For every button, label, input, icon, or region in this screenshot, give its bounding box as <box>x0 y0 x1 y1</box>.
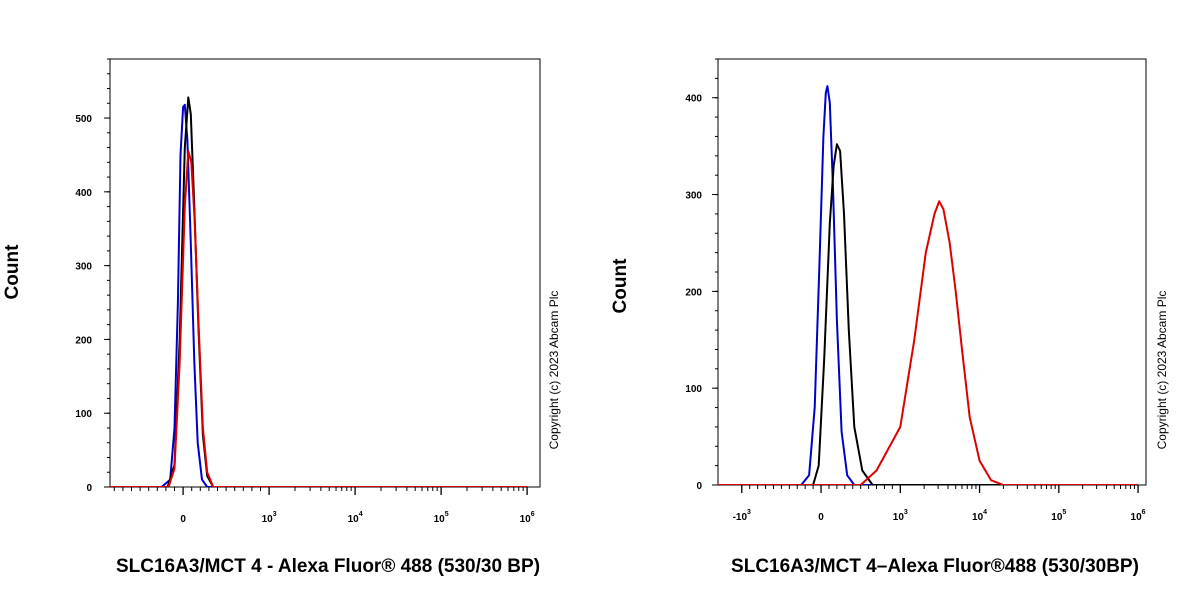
x-axis-label: SLC16A3/MCT 4–Alexa Fluor®488 (530/30BP) <box>731 556 1139 577</box>
x-tick-label: -103 <box>733 509 751 523</box>
series-line-3 <box>110 150 528 487</box>
x-tick-label: 103 <box>893 509 908 523</box>
series-line-3 <box>718 200 1139 485</box>
x-tick-label: 104 <box>348 511 363 525</box>
x-tick-label: 106 <box>520 511 535 525</box>
x-tick-base: 10 <box>1051 512 1063 523</box>
y-tick-label: 200 <box>685 287 702 298</box>
y-tick-label: 300 <box>685 191 702 202</box>
y-tick-label: 0 <box>696 481 702 492</box>
x-tick-exponent: 3 <box>747 509 751 516</box>
x-tick-label: 105 <box>1051 509 1066 523</box>
x-tick-label: 0 <box>180 514 186 525</box>
y-tick-label: 400 <box>685 94 702 105</box>
y-axis-label: Count <box>610 258 631 314</box>
x-tick-label: 105 <box>434 511 449 525</box>
x-tick-base: 10 <box>893 512 905 523</box>
y-tick-label: 100 <box>75 409 92 420</box>
x-tick-exponent: 4 <box>983 509 987 516</box>
x-tick-base: 10 <box>972 512 984 523</box>
x-tick-base: 0 <box>818 512 824 523</box>
x-tick-exponent: 6 <box>1142 509 1146 516</box>
series-line-2 <box>110 96 528 487</box>
y-tick-label: 200 <box>75 335 92 346</box>
y-tick-label: 400 <box>75 188 92 199</box>
plot-frame <box>717 58 1147 486</box>
y-tick-label: 0 <box>86 483 92 494</box>
series-line-1 <box>718 85 1139 485</box>
x-axis-label: SLC16A3/MCT 4 - Alexa Fluor® 488 (530/30… <box>116 556 540 577</box>
x-tick-base: 10 <box>520 514 532 525</box>
y-axis-label: Count <box>2 244 23 300</box>
x-tick-label: 103 <box>262 511 277 525</box>
y-tick-label: 500 <box>75 114 92 125</box>
x-tick-label: 0 <box>818 512 824 523</box>
x-tick-base: 0 <box>180 514 186 525</box>
x-tick-exponent: 3 <box>904 509 908 516</box>
x-tick-base: -10 <box>733 512 748 523</box>
x-tick-base: 10 <box>262 514 274 525</box>
x-tick-exponent: 4 <box>359 511 363 518</box>
x-tick-exponent: 5 <box>1062 509 1066 516</box>
x-tick-exponent: 6 <box>531 511 535 518</box>
copyright-text: Copyright (c) 2023 Abcam Plc <box>547 291 561 450</box>
x-tick-base: 10 <box>1131 512 1143 523</box>
x-tick-base: 10 <box>348 514 360 525</box>
series-line-2 <box>718 143 1139 485</box>
x-tick-label: 106 <box>1131 509 1146 523</box>
x-tick-exponent: 5 <box>445 511 449 518</box>
series-line-1 <box>110 103 528 487</box>
copyright-text: Copyright (c) 2023 Abcam Plc <box>1155 291 1169 450</box>
x-tick-exponent: 3 <box>273 511 277 518</box>
x-tick-label: 104 <box>972 509 987 523</box>
y-tick-label: 100 <box>685 384 702 395</box>
x-tick-base: 10 <box>434 514 446 525</box>
y-tick-label: 300 <box>75 262 92 273</box>
